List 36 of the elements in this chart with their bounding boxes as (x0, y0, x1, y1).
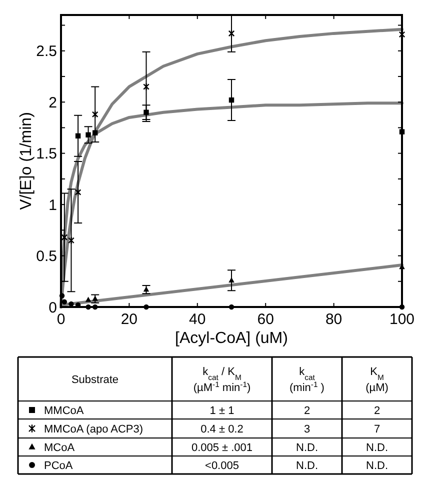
x-tick-label: 100 (389, 311, 415, 328)
text: 2 (304, 404, 310, 417)
legend-label: MCoA (44, 442, 76, 454)
text: (µM$^{-1}$ min$^{-1}$) (193, 380, 251, 394)
y-axis-title: V/[E]o (1/min) (18, 112, 35, 210)
text: 0.4 ± 0.2 (200, 423, 244, 436)
x-tick-label: 80 (325, 311, 342, 328)
legend-label: PCoA (44, 460, 74, 472)
text: (min$^{-1}$ ) (290, 380, 324, 394)
text: N.D. (296, 442, 318, 454)
text: 7 (374, 423, 380, 436)
y-tick-label: 0.5 (36, 248, 57, 266)
text: 2 (374, 404, 380, 417)
x-tick-label: 60 (257, 311, 274, 328)
text: Substrate (71, 374, 119, 386)
text: k$_{cat}$ / K$_{M}$ (202, 366, 242, 382)
text: <0.005 (205, 460, 239, 472)
text: (µM) (366, 382, 388, 394)
x-tick-label: 40 (189, 311, 206, 328)
text: K$_{M}$ (370, 366, 384, 382)
x-axis-title: [Acyl-CoA] (uM) (175, 330, 288, 347)
text: 3 (304, 423, 310, 436)
y-tick-label: 1 (48, 196, 57, 214)
text: N.D. (296, 460, 318, 472)
legend-label: MMCoA (apo ACP3) (44, 423, 144, 436)
y-tick-label: 2.5 (36, 43, 57, 60)
x-tick-label: 20 (120, 311, 138, 328)
legend-label: MMCoA (44, 404, 84, 417)
text: N.D. (366, 442, 388, 454)
y-tick-label: 2 (48, 94, 57, 112)
y-tick-label: 0 (48, 299, 57, 316)
y-tick-label: 1.5 (36, 146, 57, 163)
text: N.D. (366, 460, 388, 472)
text: k$_{cat}$ (299, 366, 316, 382)
text: 1 ± 1 (210, 404, 234, 417)
text: 0.005 ± .001 (191, 442, 253, 454)
